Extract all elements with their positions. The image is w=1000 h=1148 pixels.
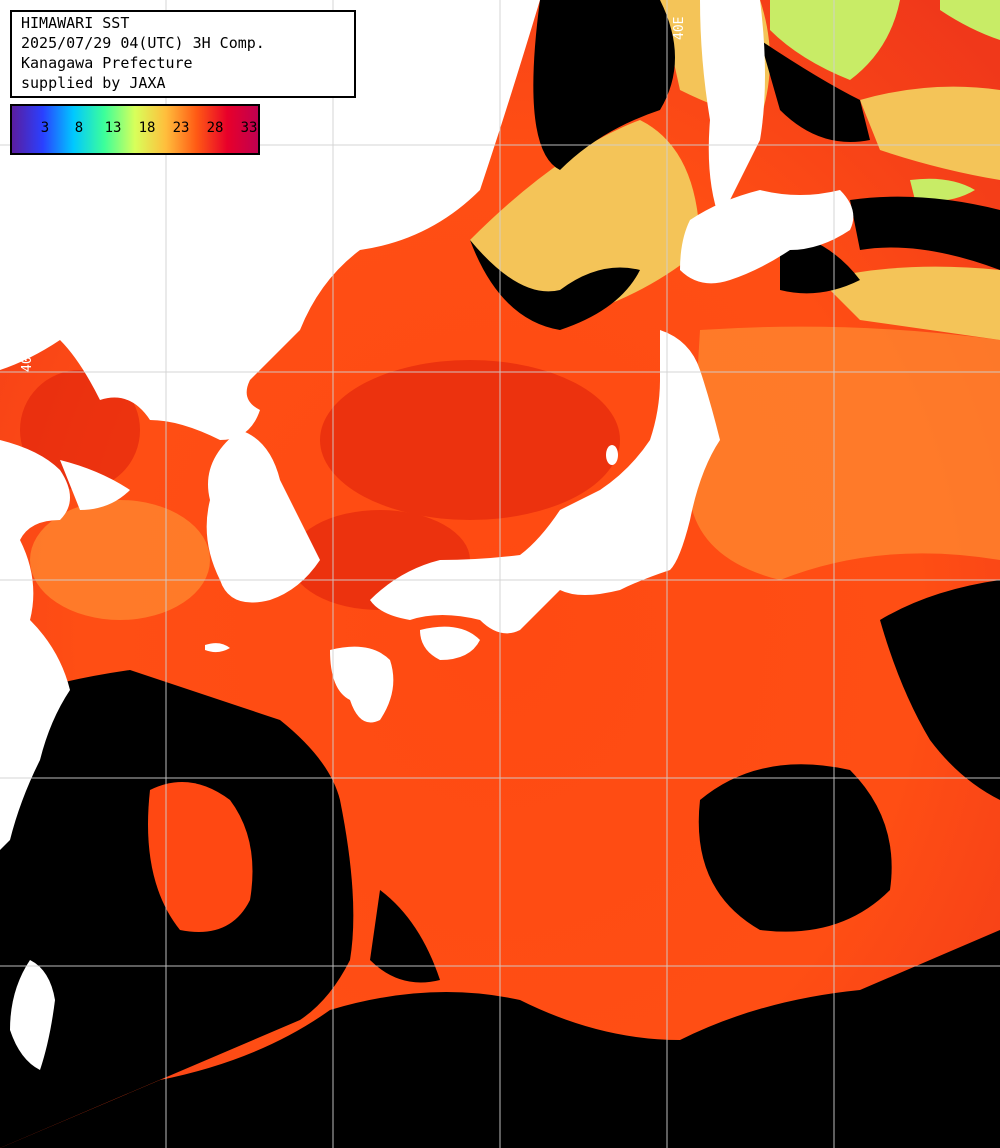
korean-peninsula: [206, 430, 320, 603]
china-coast: [0, 440, 70, 850]
lon-label-40e: 40E: [672, 16, 687, 40]
color-scale-tick: 23: [172, 120, 190, 136]
color-scale-tick: 33: [240, 120, 258, 136]
map-datetime: 2025/07/29 04(UTC) 3H Comp.: [21, 34, 265, 52]
jeju: [205, 643, 230, 653]
color-scale-tick: 8: [74, 120, 84, 136]
small-island: [398, 122, 426, 162]
color-scale-tick: 13: [104, 120, 122, 136]
sakhalin: [700, 0, 765, 220]
color-scale-ticks: 3 8 13 18 23 28 33: [12, 120, 258, 142]
map-title: HIMAWARI SST: [21, 14, 130, 32]
color-scale-legend: 3 8 13 18 23 28 33: [10, 104, 260, 155]
color-scale-tick: 28: [206, 120, 224, 136]
color-scale-tick: 3: [40, 120, 50, 136]
japan-kyushu: [330, 646, 394, 723]
map-region: Kanagawa Prefecture: [21, 54, 193, 72]
taiwan: [10, 960, 55, 1070]
cold-sea-north: [770, 0, 1000, 202]
shandong: [60, 460, 130, 510]
japan-honshu: [370, 330, 720, 634]
japan-shikoku: [420, 626, 480, 660]
lat-label-40n: 40N: [20, 348, 35, 372]
mild-sea-zones: [30, 326, 1000, 620]
color-scale-gradient: [12, 106, 258, 153]
lat-label-30n: 30N: [20, 754, 35, 778]
sado-island: [606, 445, 618, 465]
color-scale-tick: 18: [138, 120, 156, 136]
info-box: HIMAWARI SST 2025/07/29 04(UTC) 3H Comp.…: [10, 10, 356, 98]
map-credit: supplied by JAXA: [21, 74, 166, 92]
